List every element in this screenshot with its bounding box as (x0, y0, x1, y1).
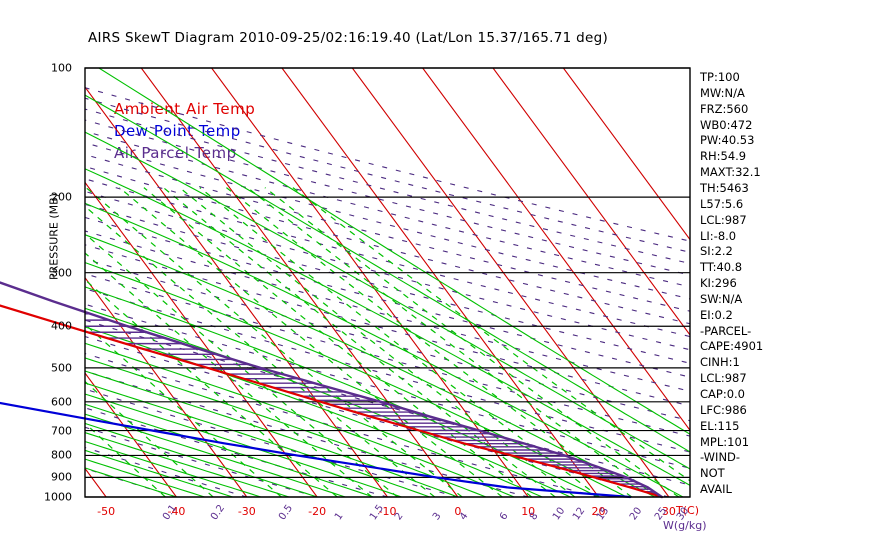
parameter-item: -PARCEL- (700, 323, 752, 338)
parameter-item: LFC:986 (700, 402, 747, 417)
parameter-item: EI:0.2 (700, 307, 733, 322)
legend-dew-point-temp: Dew Point Temp (114, 122, 241, 140)
parameter-item: RH:54.9 (700, 149, 747, 164)
pressure-tick: 900 (51, 470, 72, 484)
parameter-item: CAPE:4901 (700, 339, 764, 354)
parameter-item: KI:296 (700, 276, 737, 291)
parameter-item: -WIND- (700, 450, 741, 465)
pressure-tick: 400 (51, 319, 72, 333)
pressure-tick: 800 (51, 448, 72, 462)
bottom-temp-tick: -10 (378, 505, 397, 518)
parameter-item: MW:N/A (700, 85, 745, 100)
pressure-tick: 100 (51, 61, 72, 75)
parameter-item: CINH:1 (700, 355, 740, 370)
parameter-item: MPL:101 (700, 434, 750, 449)
parameter-item: FRZ:560 (700, 101, 749, 116)
pressure-tick: 500 (51, 361, 72, 375)
bottom-temp-tick: -30 (237, 505, 256, 518)
parameter-item: CAP:0.0 (700, 387, 745, 401)
temperature-axis-label: T(C) (676, 504, 699, 517)
parameter-item: TP:100 (700, 70, 740, 84)
bottom-temp-tick: -40 (167, 505, 186, 518)
parameter-item: PW:40.53 (700, 133, 755, 148)
parameter-item: LI:-8.0 (700, 228, 737, 243)
bottom-temp-tick: 20 (591, 505, 606, 518)
pressure-tick: 600 (51, 395, 72, 409)
parameter-item: WB0:472 (700, 117, 753, 132)
bottom-temp-tick: 10 (521, 505, 536, 518)
legend-ambient-air-temp: Ambient Air Temp (114, 100, 256, 118)
bottom-temp-tick: -50 (97, 505, 116, 518)
pressure-tick: 1000 (44, 490, 72, 504)
bottom-temp-tick: 30 (661, 505, 676, 518)
parameter-item: LCL:987 (700, 212, 747, 227)
bottom-temp-tick: -20 (308, 505, 327, 518)
mixing-ratio-axis-label: W(g/kg) (663, 519, 707, 532)
parameter-item: TH:5463 (700, 180, 749, 195)
bottom-temp-tick: 0 (454, 505, 462, 518)
parameter-item: L57:5.6 (700, 196, 744, 211)
legend-air-parcel-temp: Air Parcel Temp (114, 144, 237, 162)
parameter-item: LCL:987 (700, 371, 747, 386)
pressure-tick: 700 (51, 424, 72, 438)
parameter-item: TT:40.8 (700, 260, 743, 275)
page-title: AIRS SkewT Diagram 2010-09-25/02:16:19.4… (88, 30, 609, 46)
parameter-item: SI:2.2 (700, 244, 733, 259)
parameter-item: EL:115 (700, 418, 740, 433)
parameter-item: MAXT:32.1 (700, 165, 761, 180)
parameter-item: AVAIL (700, 482, 732, 497)
pressure-tick: 200 (51, 190, 72, 204)
parameter-item: NOT (700, 466, 725, 481)
pressure-tick: 300 (51, 266, 72, 280)
parameter-item: SW:N/A (700, 291, 743, 306)
